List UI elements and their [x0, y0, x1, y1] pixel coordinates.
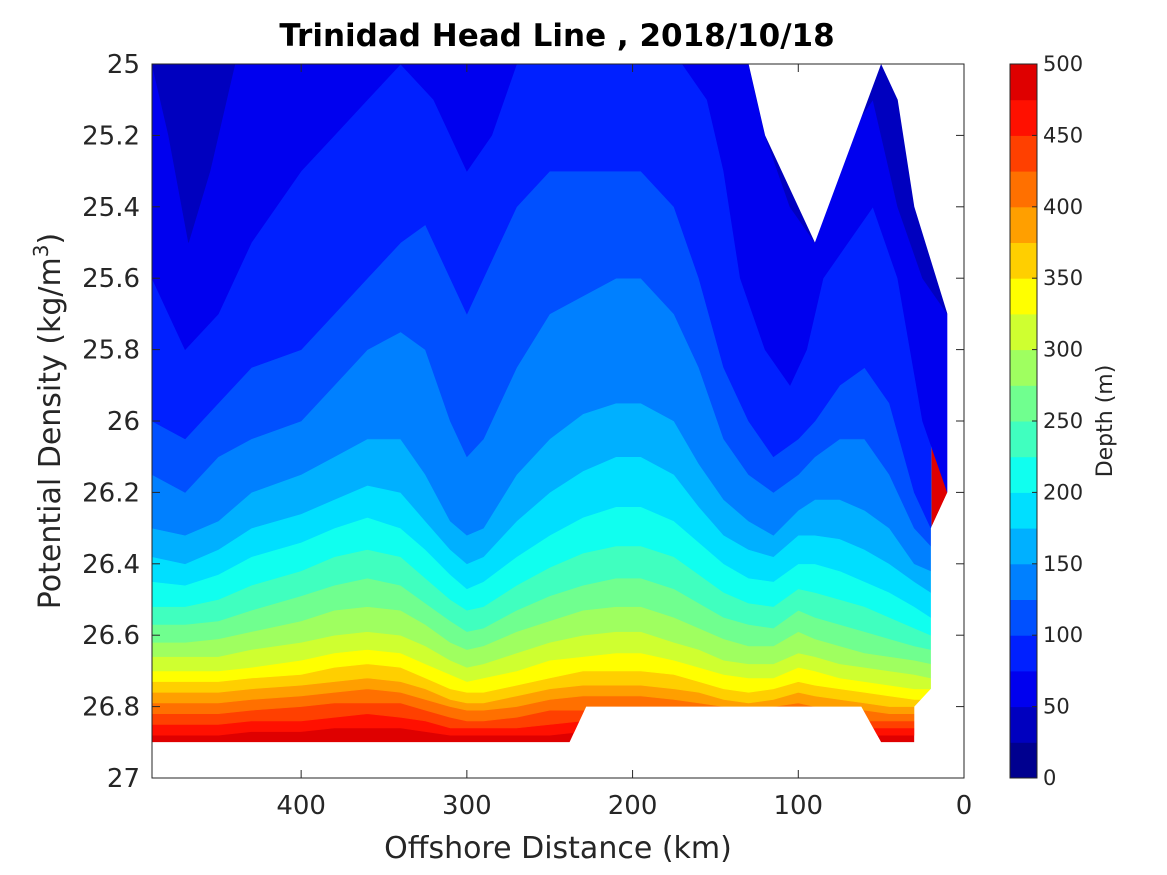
- no-data-right: [947, 64, 964, 778]
- y-tick-label: 26.2: [82, 478, 140, 508]
- x-tick-label: 300: [442, 791, 492, 821]
- y-axis-label-tail: ): [33, 233, 68, 245]
- colorbar-swatch: [1010, 242, 1037, 279]
- y-tick-label: 25.8: [82, 336, 140, 366]
- x-axis-label: Offshore Distance (km): [384, 831, 732, 866]
- colorbar-tick-label: 500: [1043, 52, 1083, 76]
- colorbar-swatch: [1010, 135, 1037, 172]
- colorbar-tick-label: 300: [1043, 338, 1083, 362]
- colorbar-swatch: [1010, 492, 1037, 529]
- colorbar-swatch: [1010, 421, 1037, 458]
- x-tick-label: 400: [276, 791, 326, 821]
- colorbar-tick-label: 450: [1043, 123, 1083, 147]
- colorbar-swatch: [1010, 742, 1037, 779]
- colorbar-tick-label: 50: [1043, 695, 1070, 719]
- no-data-top: [152, 64, 964, 314]
- colorbar-swatch: [1010, 635, 1037, 672]
- y-tick-label: 25.2: [82, 121, 140, 151]
- chart-title: Trinidad Head Line , 2018/10/18: [279, 18, 834, 54]
- colorbar-tick-label: 400: [1043, 195, 1083, 219]
- colorbar-swatch: [1010, 349, 1037, 386]
- y-tick-label: 25.6: [82, 264, 140, 294]
- colorbar-tick-label: 100: [1043, 623, 1083, 647]
- colorbar-tick-label: 200: [1043, 480, 1083, 504]
- y-tick-label: 25.4: [82, 193, 140, 223]
- colorbar-swatch: [1010, 599, 1037, 636]
- colorbar-swatch: [1010, 64, 1037, 101]
- y-tick-label: 26.8: [82, 693, 140, 723]
- contour-fills: [152, 64, 964, 778]
- colorbar-tick-label: 150: [1043, 552, 1083, 576]
- colorbar-swatch: [1010, 670, 1037, 708]
- y-tick-label: 26.6: [82, 621, 140, 651]
- colorbar-swatch: [1010, 206, 1037, 243]
- colorbar-swatch: [1010, 313, 1037, 351]
- colorbar-swatch: [1010, 99, 1037, 136]
- colorbar-swatch: [1010, 528, 1037, 565]
- y-axis-label-superscript: 3: [29, 244, 53, 257]
- colorbar-tick-label: 0: [1043, 766, 1056, 790]
- contour-band-75: [152, 64, 948, 493]
- y-axis: 25 25.2 25.4 25.6 25.8 26 26.2 26.4 26.6 26.8 27: [82, 50, 964, 794]
- colorbar-swatch: [1010, 278, 1037, 315]
- y-tick-label: 26: [107, 407, 140, 437]
- colorbar-swatch: [1010, 171, 1037, 208]
- x-tick-label: 0: [956, 791, 973, 821]
- colorbar-tick-label: 350: [1043, 266, 1083, 290]
- x-tick-label: 200: [608, 791, 658, 821]
- y-tick-label: 25: [107, 50, 140, 80]
- x-axis: 400 300 200 100 0: [276, 64, 972, 821]
- y-tick-label: 26.4: [82, 550, 140, 580]
- x-tick-label: 100: [773, 791, 823, 821]
- y-axis-label: Potential Density (kg/m3): [29, 233, 68, 609]
- colorbar-swatch: [1010, 456, 1037, 493]
- colorbar-swatch: [1010, 385, 1037, 422]
- colorbar-label: Depth (m): [1093, 365, 1118, 478]
- colorbar-tick-label: 250: [1043, 409, 1083, 433]
- y-axis-label-main: Potential Density (kg/m: [33, 257, 68, 609]
- colorbar-swatch: [1010, 706, 1037, 743]
- y-tick-label: 27: [107, 764, 140, 794]
- colorbar-swatch: [1010, 563, 1037, 600]
